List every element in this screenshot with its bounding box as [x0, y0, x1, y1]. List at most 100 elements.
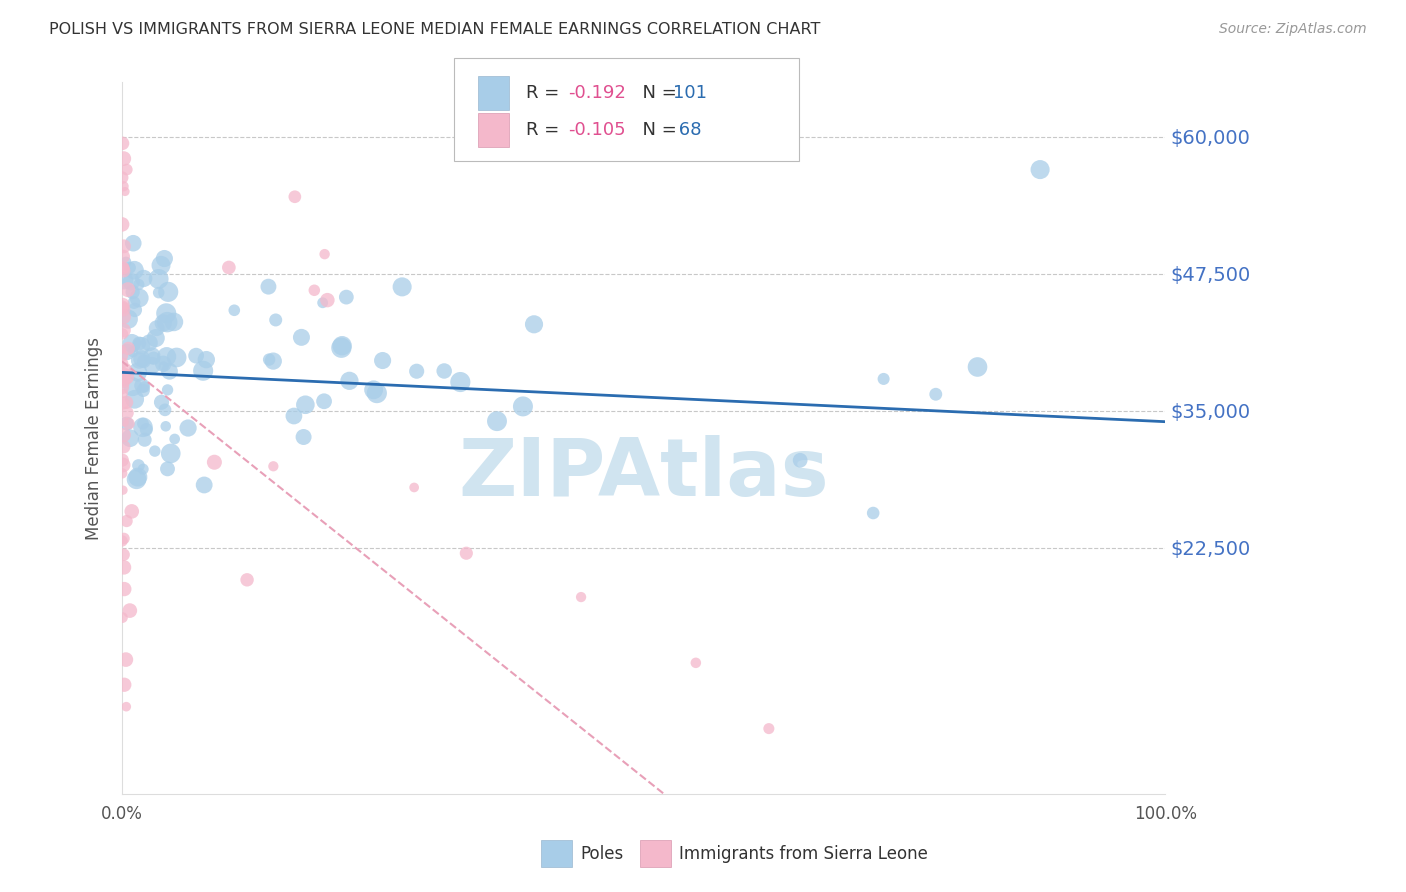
Point	[789, 453, 811, 467]
Point	[134, 433, 156, 447]
Point	[371, 353, 394, 368]
Point	[218, 260, 240, 275]
Point	[335, 290, 357, 304]
Point	[128, 336, 150, 351]
Point	[124, 263, 146, 277]
Point	[120, 275, 142, 289]
Point	[159, 446, 181, 460]
Text: ZIPAtlas: ZIPAtlas	[458, 434, 830, 513]
Point	[163, 315, 186, 329]
Point	[177, 421, 200, 435]
Point	[159, 364, 181, 378]
Point	[125, 472, 148, 486]
Point	[115, 369, 138, 384]
Point	[115, 395, 138, 409]
Text: Immigrants from Sierra Leone: Immigrants from Sierra Leone	[679, 845, 928, 863]
Point	[112, 249, 135, 263]
Point	[132, 417, 155, 431]
Point	[117, 312, 139, 326]
Point	[112, 261, 135, 276]
Point	[118, 417, 141, 431]
Point	[758, 722, 780, 736]
Point	[163, 432, 186, 446]
Point	[118, 604, 141, 618]
Point	[262, 459, 284, 474]
Point	[112, 179, 135, 194]
Point	[111, 453, 134, 467]
Point	[132, 271, 155, 285]
Point	[112, 548, 135, 562]
Point	[111, 343, 134, 357]
Point	[114, 185, 136, 199]
Point	[111, 136, 134, 151]
Point	[112, 264, 135, 278]
Text: N =: N =	[631, 84, 683, 102]
Point	[156, 315, 179, 329]
Point	[312, 394, 335, 409]
Point	[117, 342, 139, 356]
Point	[128, 277, 150, 292]
Point	[512, 400, 534, 414]
Point	[404, 480, 426, 494]
Point	[115, 417, 138, 431]
Point	[111, 467, 134, 481]
Point	[148, 272, 170, 286]
Point	[122, 236, 145, 251]
Point	[121, 504, 143, 518]
Point	[112, 152, 135, 166]
Point	[156, 462, 179, 476]
Point	[124, 392, 146, 407]
Point	[114, 362, 136, 376]
Point	[569, 590, 592, 604]
Point	[283, 409, 305, 423]
Point	[195, 352, 218, 367]
Point	[115, 255, 138, 269]
Point	[121, 336, 143, 351]
Point	[294, 398, 316, 412]
Point	[152, 359, 174, 374]
Point	[257, 352, 280, 367]
Point	[363, 383, 385, 397]
Point	[121, 285, 143, 299]
Point	[166, 351, 188, 365]
Point	[316, 293, 339, 307]
Point	[1029, 162, 1052, 177]
Text: N =: N =	[631, 121, 683, 139]
Point	[142, 351, 165, 366]
Text: -0.192: -0.192	[568, 84, 626, 102]
Point	[156, 383, 179, 397]
Point	[112, 310, 135, 324]
Point	[330, 341, 353, 355]
Text: R =: R =	[526, 84, 565, 102]
Point	[115, 699, 138, 714]
Point	[330, 339, 353, 353]
Point	[523, 318, 546, 332]
Point	[115, 345, 138, 359]
Text: 101: 101	[673, 84, 707, 102]
Point	[117, 406, 139, 420]
Point	[290, 330, 312, 344]
Point	[128, 291, 150, 305]
Point	[311, 295, 333, 310]
Point	[131, 351, 153, 366]
Point	[111, 356, 134, 370]
Point	[193, 478, 215, 492]
Point	[405, 364, 427, 378]
Point	[120, 431, 142, 445]
Point	[112, 560, 135, 574]
Point	[143, 444, 166, 458]
Point	[112, 386, 135, 401]
Point	[111, 396, 134, 410]
Point	[112, 369, 135, 384]
Point	[966, 359, 988, 374]
Text: Poles: Poles	[581, 845, 624, 863]
Point	[184, 349, 207, 363]
Point	[124, 302, 146, 317]
Point	[284, 190, 307, 204]
Point	[132, 384, 155, 398]
Point	[391, 280, 413, 294]
Point	[115, 162, 138, 177]
Point	[433, 364, 456, 378]
Point	[152, 357, 174, 371]
Point	[111, 260, 134, 275]
